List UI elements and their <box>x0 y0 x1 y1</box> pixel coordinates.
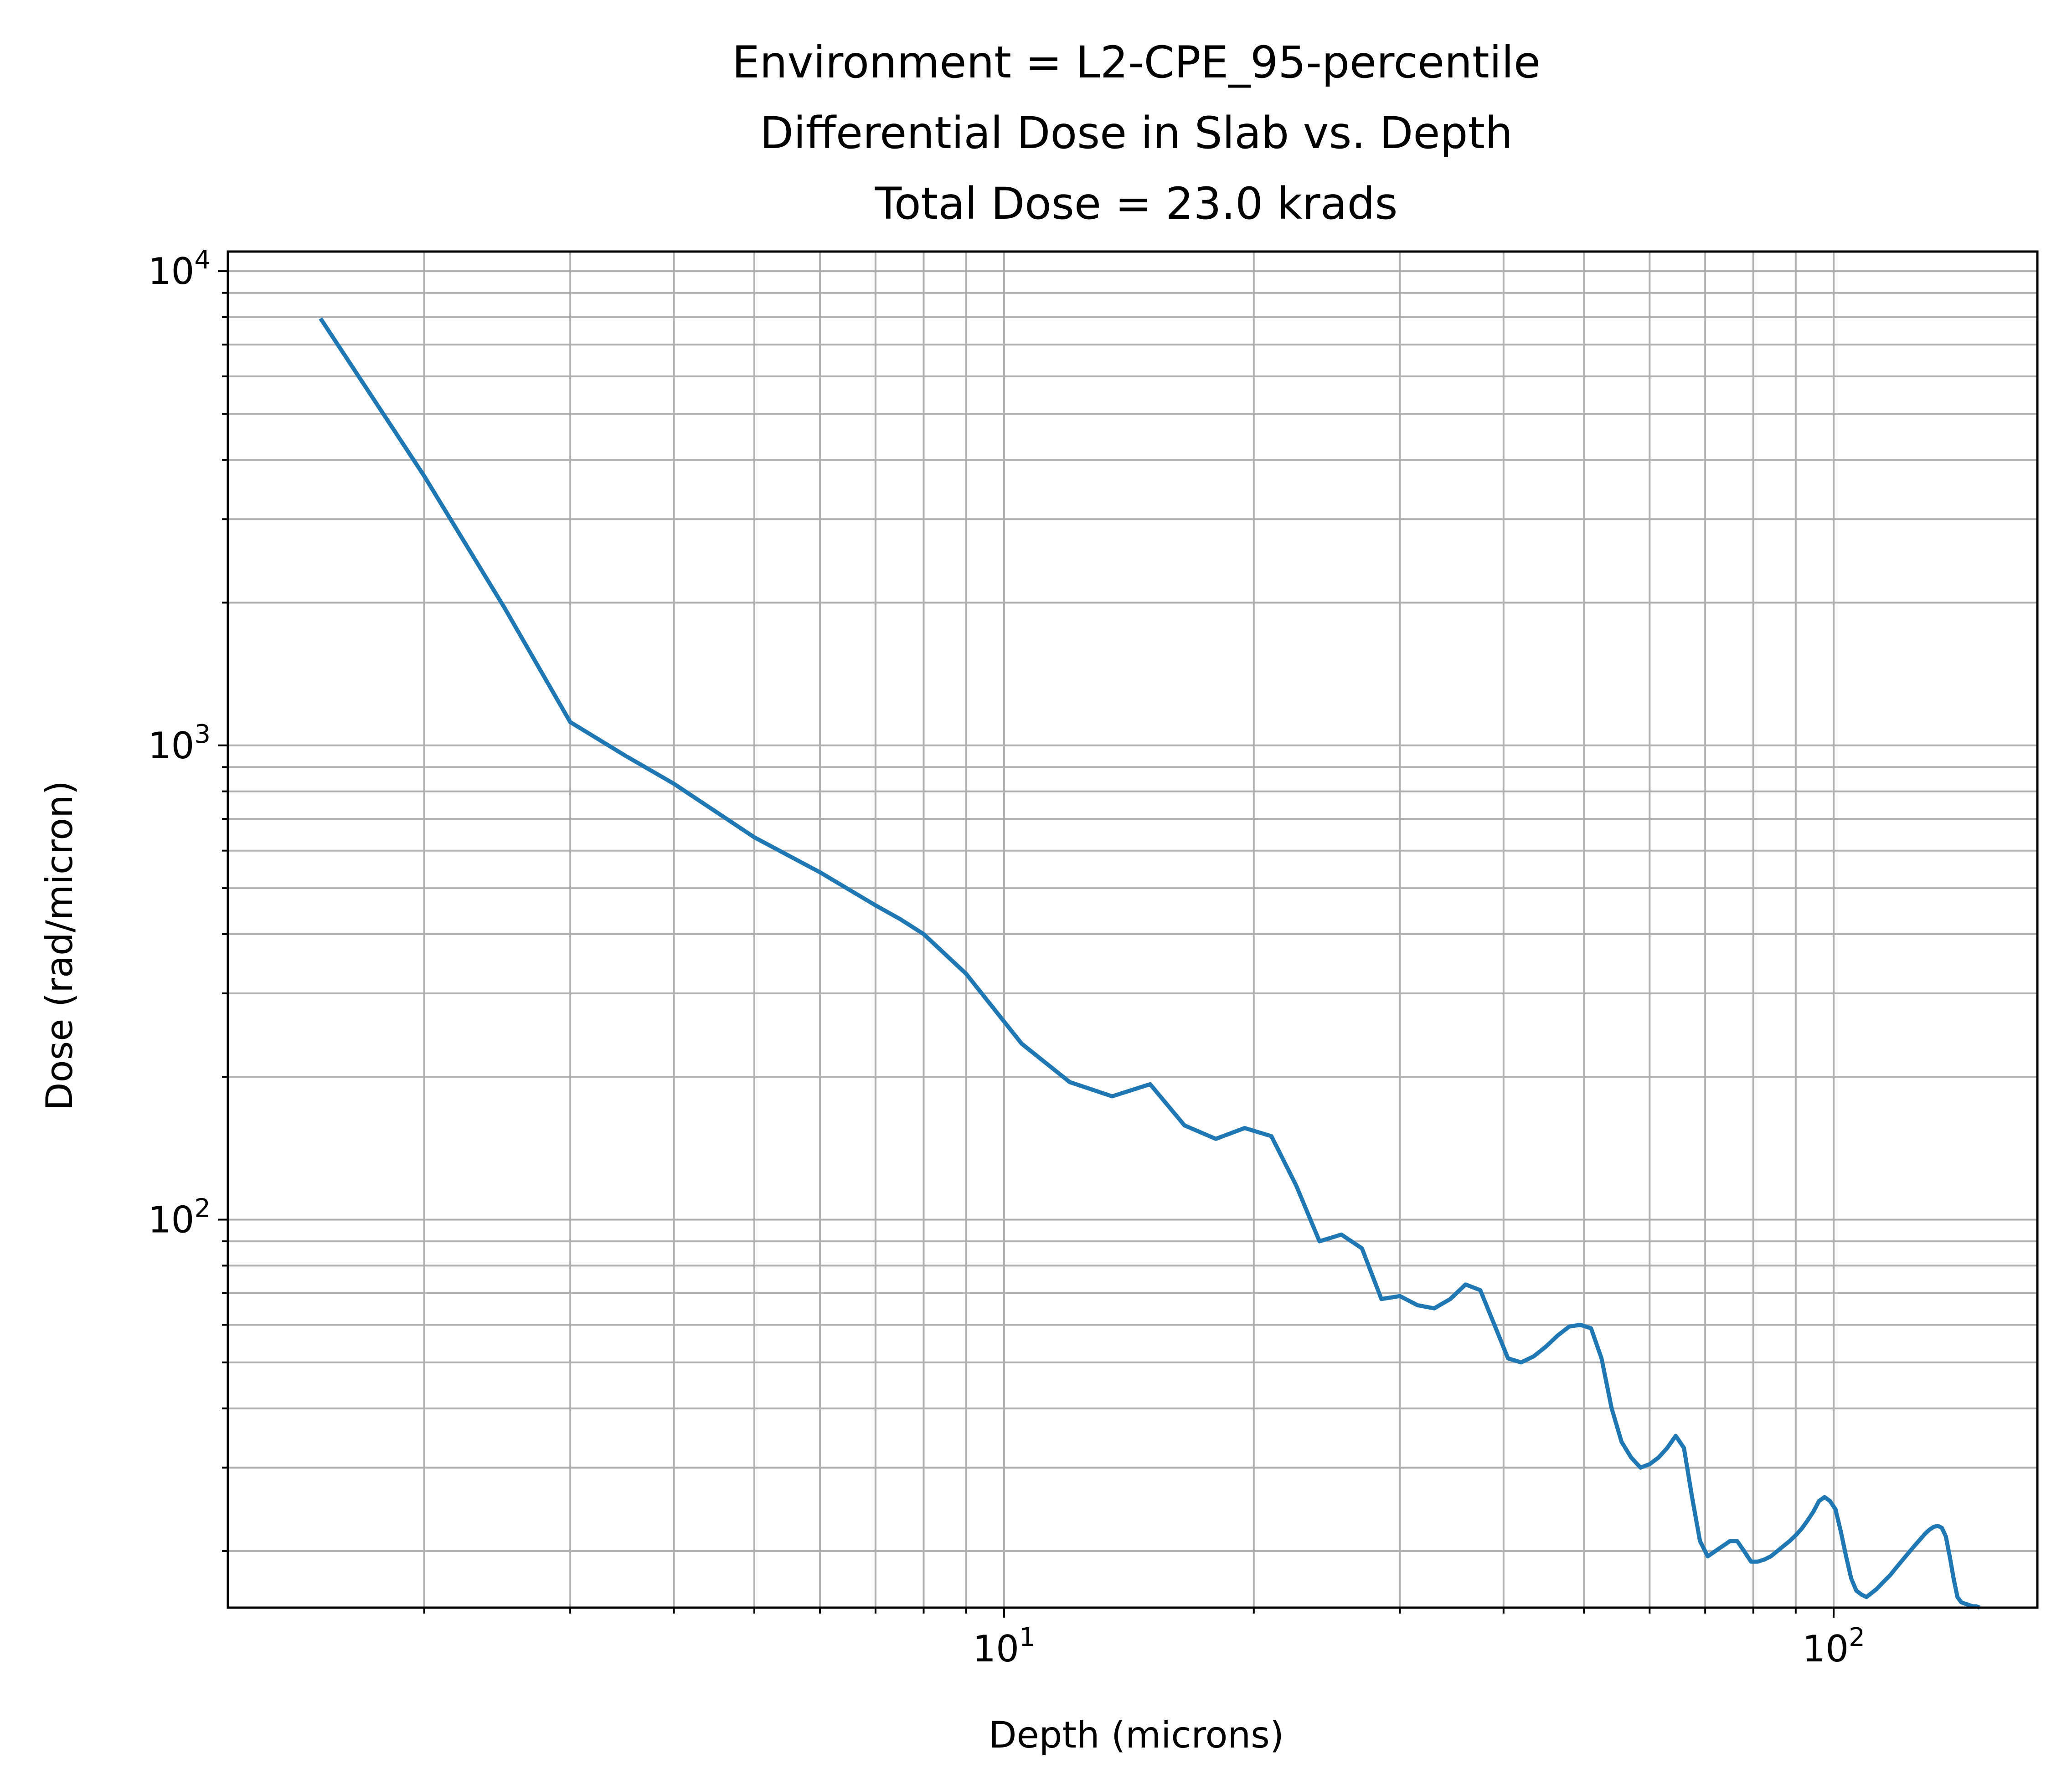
y-tick-label: 104 <box>148 245 211 293</box>
series-layer <box>319 317 1981 1610</box>
x-tick-label: 101 <box>973 1623 1035 1670</box>
y-tick-label-base: 10 <box>148 725 195 767</box>
y-axis-label: Dose (rad/micron) <box>38 781 81 1110</box>
plot-frame <box>227 250 2039 1609</box>
title-line-2: Differential Dose in Slab vs. Depth <box>760 108 1513 159</box>
y-tick-label-base: 10 <box>148 250 195 293</box>
y-tick-label: 102 <box>148 1194 211 1241</box>
x-tick-label-exponent: 2 <box>1849 1623 1865 1652</box>
grid-lines <box>228 252 2037 1608</box>
x-tick-label-base: 10 <box>1802 1628 1849 1670</box>
y-tick-label-exponent: 4 <box>194 245 211 275</box>
series-line-0 <box>319 317 1981 1610</box>
x-tick-label-exponent: 1 <box>1019 1623 1036 1652</box>
y-tick-label-exponent: 3 <box>194 720 211 749</box>
x-tick-label-base: 10 <box>973 1628 1019 1670</box>
y-tick-label-base: 10 <box>148 1199 195 1241</box>
y-tick-label-exponent: 2 <box>194 1194 211 1224</box>
x-axis-label: Depth (microns) <box>989 1714 1284 1756</box>
x-tick-label: 102 <box>1802 1623 1865 1670</box>
y-tick-label: 103 <box>148 720 211 767</box>
chart-title: Environment = L2-CPE_95-percentile Diffe… <box>732 37 1541 229</box>
title-line-3: Total Dose = 23.0 krads <box>874 178 1397 229</box>
title-line-1: Environment = L2-CPE_95-percentile <box>732 37 1541 88</box>
